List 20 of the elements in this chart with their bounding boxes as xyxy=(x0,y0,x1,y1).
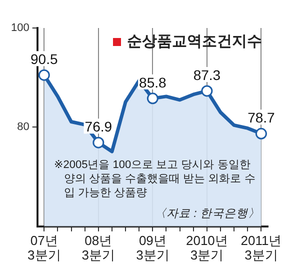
x-tick-label: 07년 3분기 xyxy=(28,233,61,262)
point xyxy=(201,85,213,97)
data-label: 78.7 xyxy=(248,110,276,126)
data-label: 90.5 xyxy=(30,50,58,67)
point xyxy=(255,128,267,140)
data-label: 76.9 xyxy=(84,118,112,134)
point xyxy=(38,69,50,81)
x-tick-label: 08년 3분기 xyxy=(82,233,116,262)
point xyxy=(146,92,158,104)
x-tick-label: 2011년 3분기 xyxy=(240,233,282,262)
data-label: 85.8 xyxy=(139,74,167,90)
annotation: 〈자료 : 한국은행〉 xyxy=(154,206,260,221)
x-tick-label: 2010년 3분기 xyxy=(186,233,228,262)
y-tick-label: 80 xyxy=(17,121,30,134)
annotation: ※2005년을 100으로 보고 당시와 동일한 양의 상품을 수출했을때 받는 외화로 수입 가능한 상품량 xyxy=(54,158,256,200)
data-label: 87.3 xyxy=(193,66,221,83)
chart-title: 순상품교역조건지수 xyxy=(127,32,262,51)
point xyxy=(92,136,104,148)
y-tick-label: 100 xyxy=(10,22,30,34)
x-tick-label: 09년 3분기 xyxy=(136,233,170,262)
